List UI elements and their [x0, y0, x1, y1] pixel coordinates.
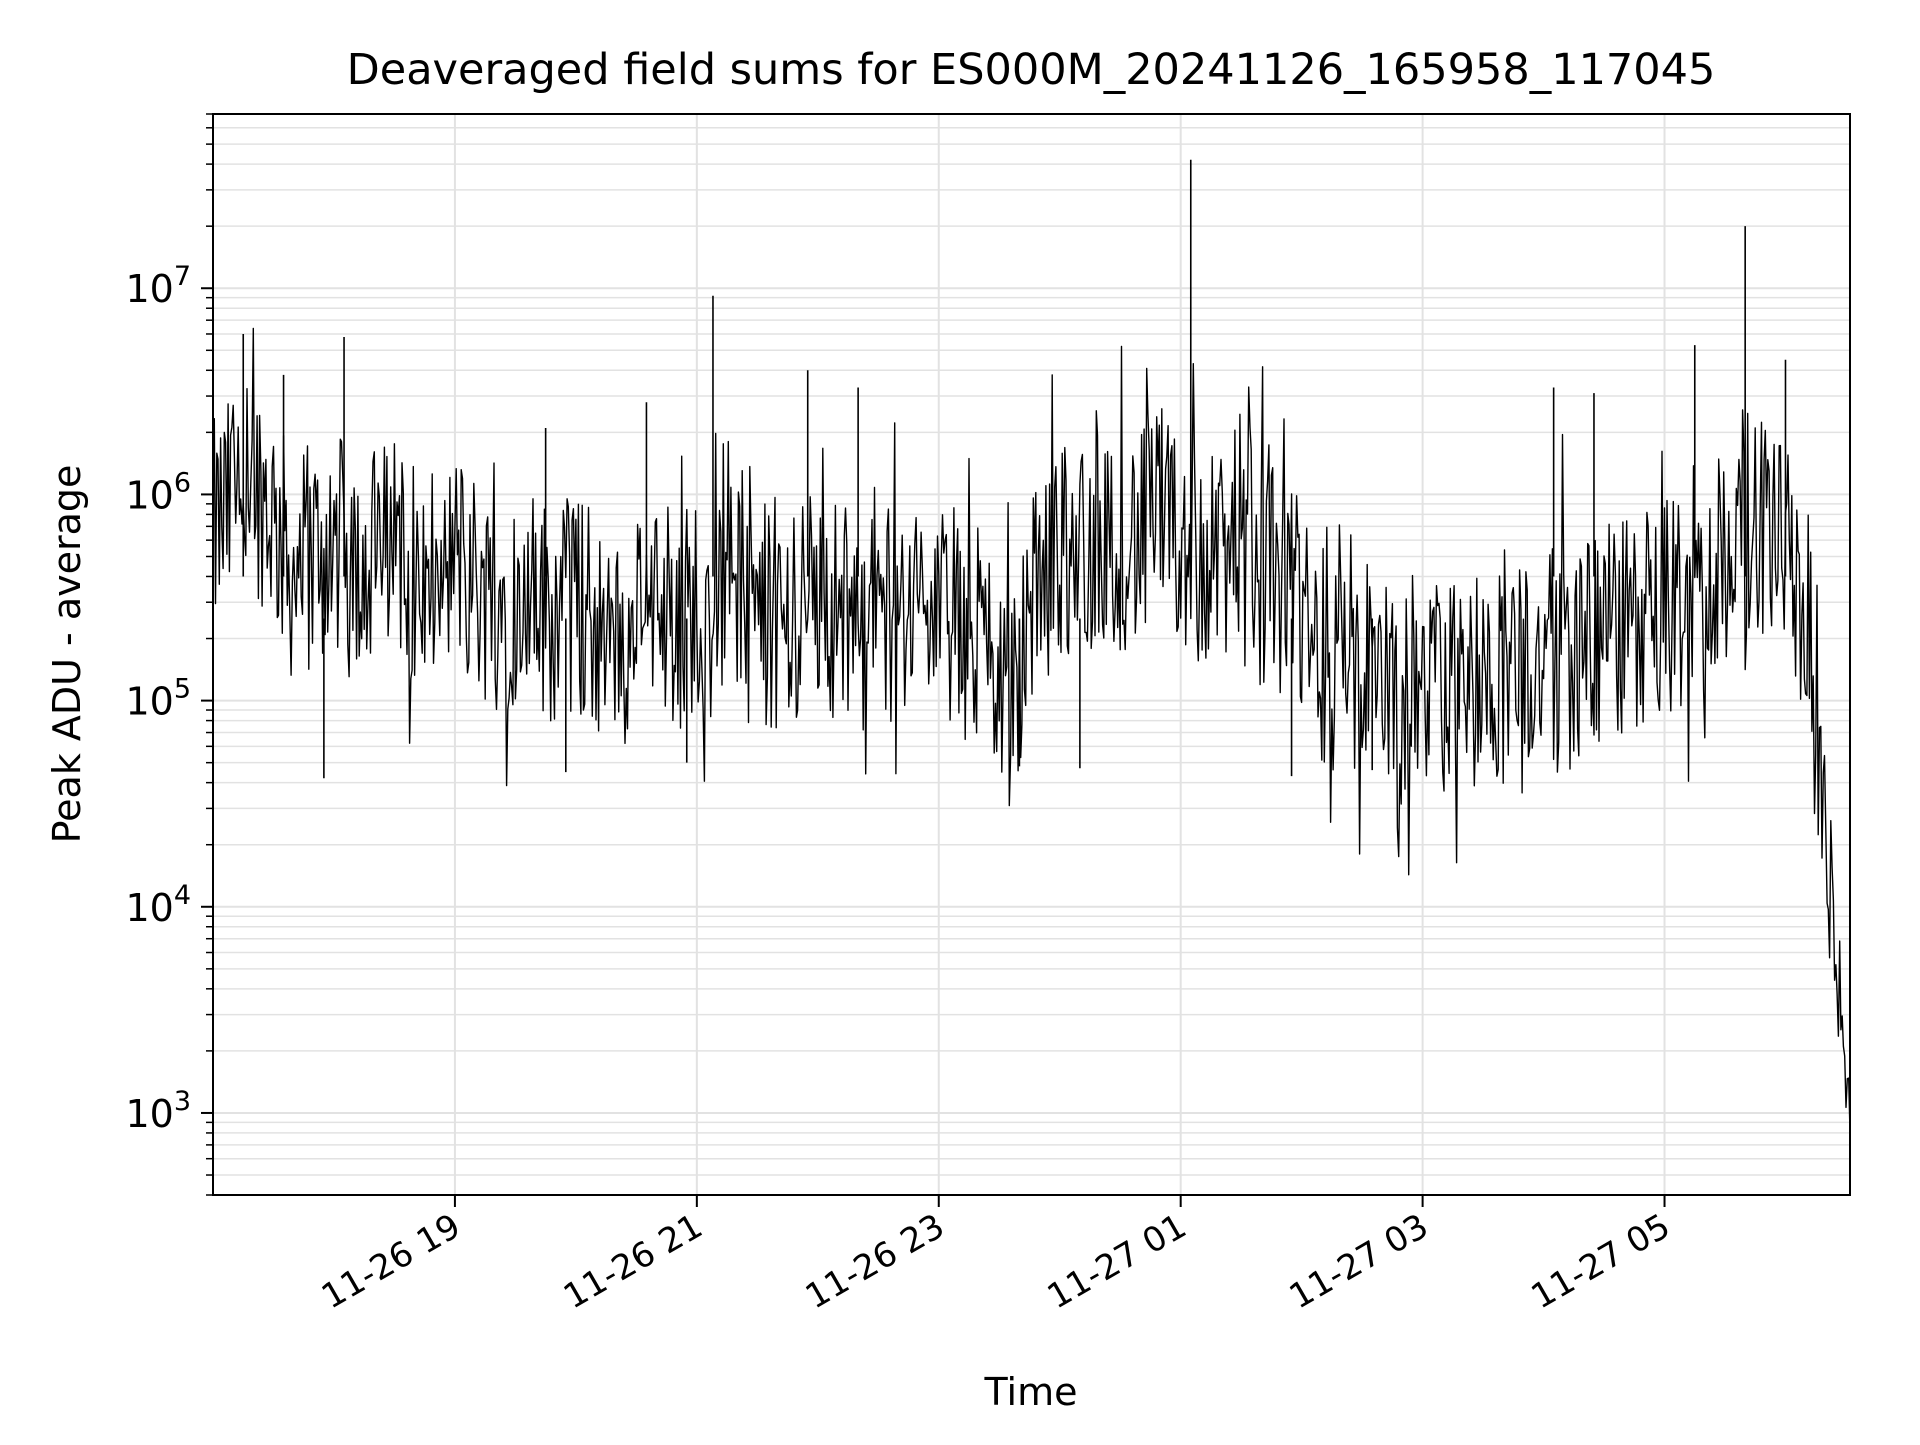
y-tick-label: 105 — [125, 674, 191, 724]
y-tick-label: 106 — [125, 467, 191, 517]
chart-title: Deaveraged field sums for ES000M_2024112… — [347, 45, 1716, 95]
x-axis-label: Time — [984, 1370, 1078, 1414]
plot-frame — [212, 113, 1851, 1196]
y-axis-label: Peak ADU - average — [45, 465, 89, 844]
y-tick-label: 103 — [125, 1086, 191, 1136]
series-line — [212, 327, 1851, 1133]
data-layer — [212, 159, 1851, 1133]
y-tick-label: 107 — [125, 261, 191, 311]
y-tick-label: 104 — [125, 880, 191, 930]
grid-layer — [213, 113, 1850, 1196]
